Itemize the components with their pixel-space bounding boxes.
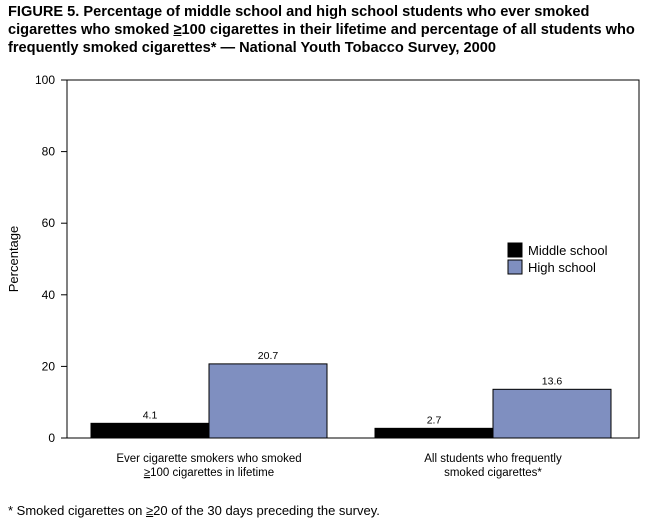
title-ge-symbol: ≥ [173,22,182,38]
x-category-label-line2-text: 100 cigarettes in lifetime [150,467,274,479]
legend-label: High school [528,260,596,275]
footnote: * Smoked cigarettes on ≥20 of the 30 day… [8,503,380,519]
ge-symbol: ≥ [144,467,150,479]
x-category-label-line2: smoked cigarettes* [444,467,542,479]
plot-frame [66,79,640,439]
title-text-1: FIGURE 5. Percentage of middle school an… [8,4,590,38]
data-label: 4.1 [143,409,158,421]
data-label: 2.7 [427,414,442,426]
bar-marks: 4.1 20.7 2.7 13.6 [90,350,612,439]
data-label: 13.6 [542,375,563,387]
x-category-label-line2: ≥100 cigarettes in lifetime [144,467,274,479]
chart-legend: Middle school High school [507,242,608,275]
x-category-label-line1: Ever cigarette smokers who smoked [116,453,301,465]
bar-middle-school-1 [90,422,210,439]
legend-label: Middle school [528,243,608,258]
x-category-label: All students who frequently smoked cigare… [424,453,562,479]
title-text-2: 100 cigarettes in their lifetime and per… [8,22,635,56]
legend-swatch-high-school [507,259,523,275]
chart-title: FIGURE 5. Percentage of middle school an… [8,3,644,57]
bar-high-school-1 [208,363,328,439]
bar-high-school-2 [492,388,612,439]
y-axis-label: Percentage [6,226,21,293]
x-category-label: Ever cigarette smokers who smoked ≥100 ci… [116,453,301,479]
data-label: 20.7 [258,350,279,362]
y-tick-label: 60 [42,216,56,230]
plot-axes: 0 20 40 60 80 100 Percentage Ever cigarette smo… [6,73,640,479]
y-tick-label: 20 [42,359,56,373]
footnote-ge-symbol: ≥ [146,503,154,518]
footnote-text-2: 20 of the 30 days preceding the survey. [153,503,380,518]
legend-swatch-middle-school [507,242,523,258]
y-tick-label: 80 [42,145,56,159]
y-tick-label: 40 [42,288,56,302]
x-category-label-line2-text: smoked cigarettes* [444,467,542,479]
bar-middle-school-2 [374,427,494,439]
x-category-label-line1: All students who frequently [424,453,562,465]
footnote-text-1: * Smoked cigarettes on [8,503,147,518]
y-tick-label: 0 [48,431,55,445]
y-tick-label: 100 [35,73,55,87]
